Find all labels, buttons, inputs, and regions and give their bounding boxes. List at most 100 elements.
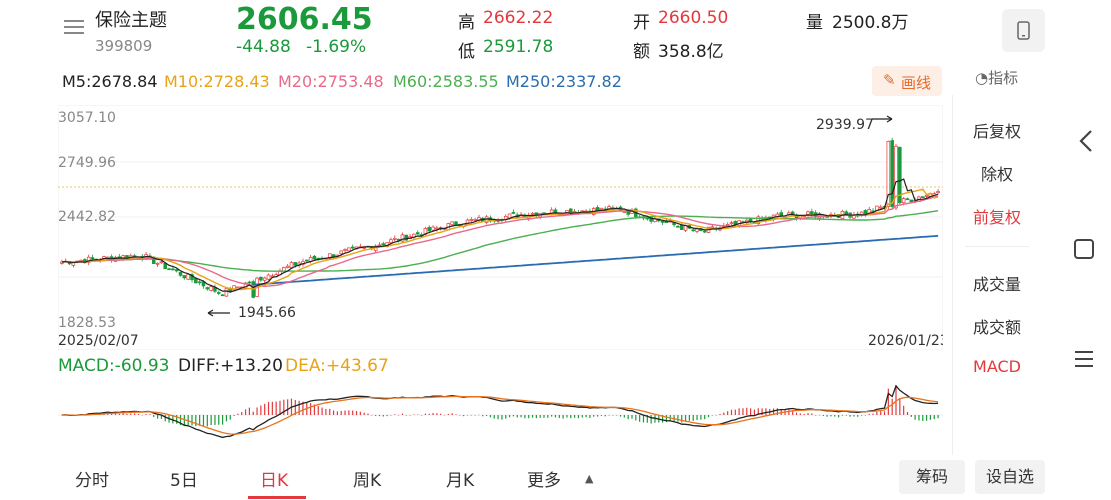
macd-bar	[455, 414, 457, 415]
y-tick-top: 3057.10	[58, 110, 116, 126]
macd-bar	[608, 415, 610, 416]
candle-body	[312, 255, 317, 260]
macd-bar	[799, 413, 801, 415]
macd-bar	[719, 414, 721, 415]
macd-bar	[531, 415, 534, 418]
macd-bar	[696, 415, 698, 420]
candle-body	[909, 199, 914, 203]
macd-bar	[172, 415, 174, 424]
macd-bar	[248, 407, 250, 415]
ma5-line	[61, 178, 939, 293]
candle-body	[645, 217, 650, 220]
menu-icon[interactable]	[62, 16, 86, 38]
macd-bar	[352, 410, 354, 415]
macd-bar	[918, 415, 920, 421]
macd-bar	[765, 408, 767, 415]
macd-bar	[849, 415, 851, 417]
macd-bar	[780, 408, 782, 415]
candle-body	[377, 244, 382, 247]
watchlist-button[interactable]: 设自选	[975, 460, 1045, 494]
macd-bar	[826, 415, 828, 417]
macd-bar	[876, 411, 878, 415]
menu-macd[interactable]: MACD	[973, 357, 1021, 376]
chips-button[interactable]: 筹码	[899, 460, 965, 494]
macd-bar	[317, 405, 319, 415]
macd-bar	[715, 414, 717, 416]
candle-body	[347, 247, 351, 252]
menu-qfq[interactable]: 前复权	[972, 208, 1021, 227]
home-icon[interactable]	[1073, 238, 1095, 266]
macd-bar	[145, 414, 147, 415]
candle-body	[729, 222, 734, 225]
kline-chart[interactable]: 3057.10 2749.96 2442.82 1828.53 2025/02/…	[58, 105, 943, 350]
macd-bar	[486, 415, 488, 416]
macd-bar	[225, 415, 228, 422]
candle-body	[247, 281, 252, 284]
tab-daily[interactable]: 日K	[260, 471, 289, 491]
macd-bar	[811, 413, 813, 415]
macd-bar	[891, 398, 893, 415]
macd-bar	[443, 414, 446, 416]
candle-body	[259, 276, 263, 281]
macd-bar	[501, 415, 503, 420]
macd-bar	[355, 410, 358, 415]
macd-bar	[298, 400, 300, 415]
side-menu	[952, 95, 1043, 455]
macd-chart[interactable]	[58, 380, 943, 450]
tab-weekly[interactable]: 周K	[353, 471, 382, 491]
candle-body	[224, 288, 229, 297]
macd-bar	[244, 409, 247, 415]
menu-hfq[interactable]: 后复权	[972, 122, 1021, 141]
indicator-button[interactable]: ◔指标	[975, 67, 1018, 88]
macd-value: MACD:-60.93	[58, 356, 170, 376]
dea-value: DEA:+43.67	[285, 356, 389, 376]
macd-bar	[122, 413, 124, 415]
rotate-phone-icon	[1017, 21, 1030, 40]
amount-label: 额	[633, 42, 650, 62]
macd-bar	[570, 415, 572, 419]
candle-body	[890, 140, 894, 207]
macd-bar	[742, 408, 744, 415]
macd-bar	[294, 399, 296, 415]
macd-bar	[929, 415, 932, 420]
macd-bar	[271, 401, 273, 415]
y-tick-bottom: 1828.53	[58, 315, 116, 331]
macd-bar	[237, 413, 239, 415]
menu-amount[interactable]: 成交额	[972, 318, 1021, 337]
more-caret-icon[interactable]: ▲	[585, 472, 594, 485]
candle-body	[702, 230, 707, 233]
macd-bar	[478, 414, 480, 416]
candle-body	[186, 273, 190, 280]
macd-bar	[895, 385, 897, 415]
macd-bar	[516, 415, 518, 418]
tab-5day[interactable]: 5日	[170, 471, 198, 491]
tab-intraday[interactable]: 分时	[75, 471, 109, 491]
tab-monthly[interactable]: 月K	[446, 471, 475, 491]
menu-volume[interactable]: 成交量	[972, 275, 1021, 294]
gauge-icon: ◔	[975, 69, 989, 87]
tab-more[interactable]: 更多	[527, 471, 561, 491]
candle-body	[171, 268, 175, 271]
candle-body	[205, 287, 210, 290]
macd-bar	[137, 414, 140, 415]
macd-bar	[551, 415, 553, 417]
macd-bar	[757, 408, 759, 415]
menu-cq[interactable]: 除权	[980, 165, 1013, 184]
indicator-label: 指标	[988, 69, 1019, 87]
draw-line-button[interactable]: ✎ 画线	[872, 66, 942, 96]
macd-bar	[394, 414, 396, 415]
candle-body	[174, 269, 179, 272]
macd-bar	[114, 413, 117, 415]
macd-bar	[761, 408, 763, 415]
diff-value: DIFF:+13.20	[178, 356, 283, 376]
macd-bar	[493, 415, 495, 419]
recents-icon[interactable]	[1073, 348, 1095, 376]
macd-bar	[398, 414, 400, 416]
macd-bar	[520, 415, 522, 418]
macd-bar	[600, 415, 602, 416]
candle-body	[691, 229, 695, 232]
landscape-button[interactable]	[1002, 9, 1045, 52]
back-arrow-icon[interactable]	[1077, 128, 1095, 160]
macd-bar	[378, 415, 381, 417]
macd-bar	[413, 414, 415, 416]
